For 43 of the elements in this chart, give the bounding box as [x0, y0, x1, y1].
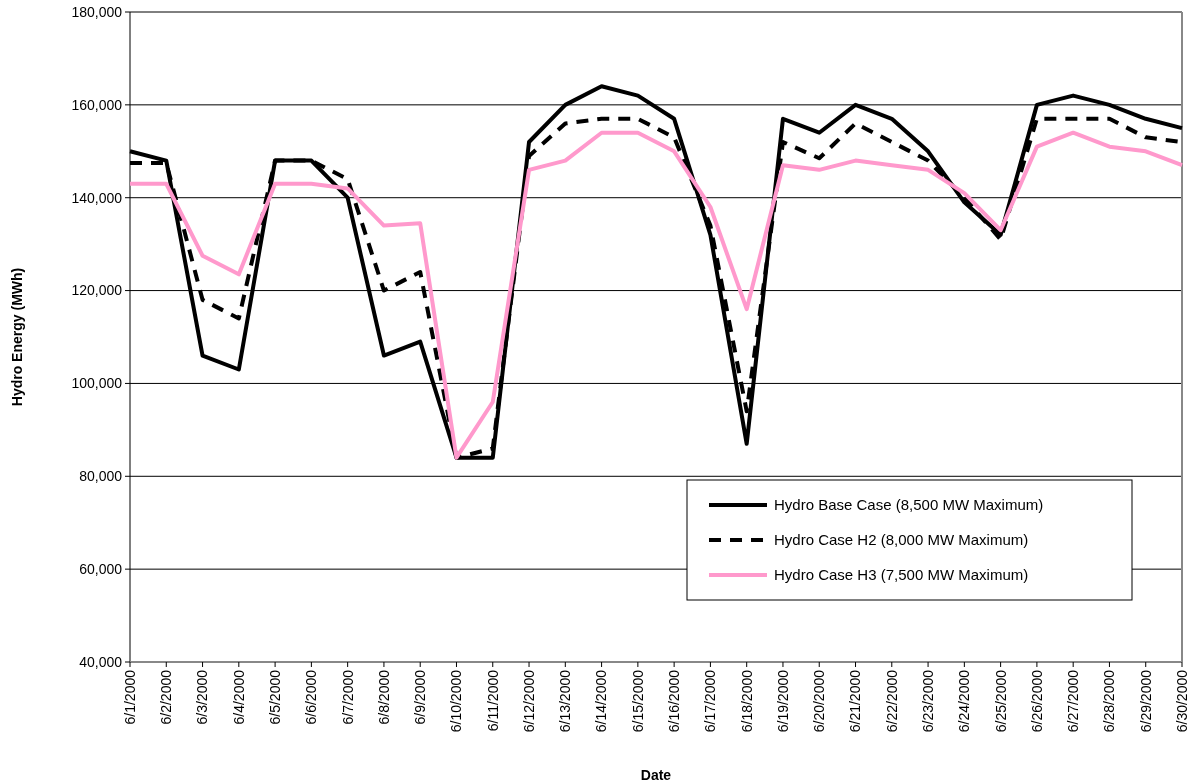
x-axis-title: Date — [640, 767, 672, 783]
x-tick-label: 6/19/2000 — [774, 669, 791, 733]
x-tick-label: 6/29/2000 — [1137, 669, 1154, 733]
x-tick-label: 6/4/2000 — [230, 669, 247, 725]
y-tick-label: 100,000 — [71, 375, 123, 392]
legend-label: Hydro Case H2 (8,000 MW Maximum) — [774, 531, 1029, 549]
x-tick-label: 6/2/2000 — [158, 669, 175, 725]
x-tick-label: 6/12/2000 — [520, 669, 537, 733]
x-tick-label: 6/11/2000 — [484, 669, 501, 732]
x-tick-label: 6/23/2000 — [919, 669, 936, 733]
y-tick-label: 40,000 — [79, 653, 123, 670]
y-tick-label: 160,000 — [71, 96, 123, 113]
x-tick-label: 6/15/2000 — [629, 669, 646, 733]
x-tick-label: 6/24/2000 — [956, 669, 973, 733]
y-tick-label: 180,000 — [71, 3, 123, 20]
y-tick-label: 120,000 — [71, 282, 123, 299]
x-tick-label: 6/7/2000 — [339, 669, 356, 725]
x-tick-label: 6/25/2000 — [992, 669, 1009, 733]
x-tick-label: 6/3/2000 — [194, 669, 211, 725]
x-tick-label: 6/10/2000 — [448, 669, 465, 733]
y-tick-label: 80,000 — [79, 468, 123, 485]
x-tick-label: 6/30/2000 — [1173, 669, 1190, 733]
x-tick-label: 6/14/2000 — [593, 669, 610, 733]
x-tick-label: 6/17/2000 — [702, 669, 719, 733]
y-axis-title: Hydro Energy (MWh) — [9, 267, 25, 407]
y-tick-label: 140,000 — [71, 189, 123, 206]
legend-label: Hydro Case H3 (7,500 MW Maximum) — [774, 566, 1029, 584]
x-tick-label: 6/28/2000 — [1101, 669, 1118, 733]
x-tick-label: 6/13/2000 — [557, 669, 574, 733]
y-tick-label: 60,000 — [79, 561, 123, 578]
x-tick-label: 6/16/2000 — [666, 669, 683, 733]
x-tick-label: 6/20/2000 — [811, 669, 828, 733]
x-tick-label: 6/6/2000 — [303, 669, 320, 725]
x-tick-label: 6/21/2000 — [847, 669, 864, 733]
x-tick-label: 6/9/2000 — [412, 669, 429, 725]
x-tick-label: 6/1/2000 — [121, 669, 138, 725]
legend-label: Hydro Base Case (8,500 MW Maximum) — [774, 496, 1044, 514]
x-tick-label: 6/8/2000 — [375, 669, 392, 725]
x-tick-label: 6/18/2000 — [738, 669, 755, 733]
x-tick-label: 6/26/2000 — [1028, 669, 1045, 733]
x-tick-label: 6/22/2000 — [883, 669, 900, 733]
x-tick-label: 6/5/2000 — [267, 669, 283, 725]
x-tick-label: 6/27/2000 — [1065, 669, 1082, 733]
